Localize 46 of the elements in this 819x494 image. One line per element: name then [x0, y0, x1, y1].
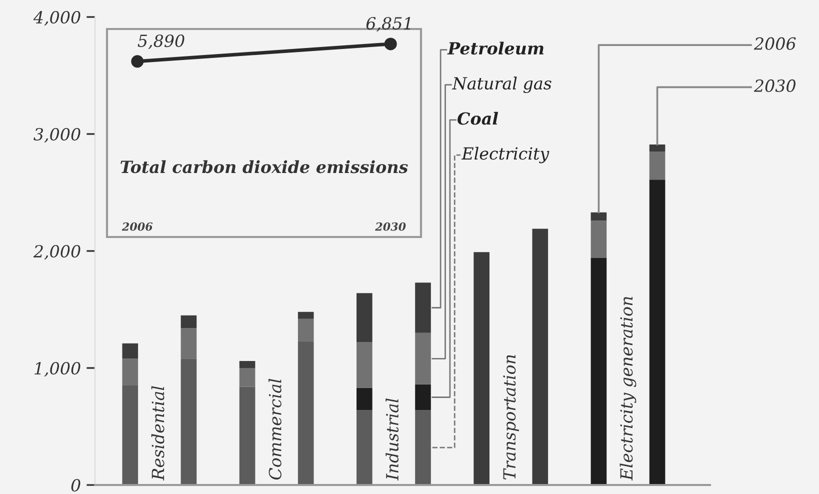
- text: Electricity: [461, 146, 550, 164]
- bar: [649, 144, 666, 152]
- annotation: Commercial: [268, 378, 282, 480]
- bar: [180, 315, 197, 328]
- annotation: Transportation: [503, 355, 519, 480]
- y-tick-label: 4,000: [33, 10, 80, 26]
- bar: [122, 386, 138, 485]
- text: 2006: [754, 37, 796, 50]
- annotation: Industrial: [386, 398, 399, 481]
- text: Coal: [458, 112, 498, 125]
- bar: [356, 293, 372, 342]
- bar: [649, 180, 666, 485]
- text: Natural gas: [452, 76, 552, 94]
- bar: [356, 410, 372, 485]
- bar: [415, 282, 431, 333]
- y-tick-label: 0: [71, 478, 80, 492]
- bar: [298, 341, 314, 485]
- bar: [415, 384, 431, 410]
- y-tick-label: 3,000: [34, 128, 80, 143]
- bar: [649, 152, 666, 180]
- bar: [122, 343, 138, 359]
- annotation: Residential: [151, 386, 164, 481]
- bar: [298, 318, 314, 342]
- bar: [356, 388, 372, 410]
- bar: [356, 342, 372, 388]
- data-label: 5,890: [138, 34, 184, 50]
- text: Petroleum: [447, 42, 544, 55]
- bar: [239, 386, 256, 485]
- y-tick-label: 2,000: [33, 244, 80, 260]
- bar: [298, 312, 314, 319]
- bar: [415, 410, 431, 485]
- bar: [590, 220, 607, 258]
- y-tick-label: 1,000: [34, 362, 80, 377]
- bar: [239, 368, 256, 387]
- bar: [180, 358, 197, 485]
- text: 2030: [754, 79, 796, 92]
- bar: [239, 360, 256, 368]
- bar: [180, 328, 197, 359]
- bar: [474, 252, 490, 485]
- text: Total carbon dioxide emissions: [120, 160, 408, 174]
- bar: [532, 228, 548, 485]
- bar: [590, 258, 607, 485]
- annotation: Electricity generation: [620, 296, 636, 481]
- bar: [122, 358, 138, 386]
- data-label: 6,851: [366, 17, 410, 32]
- bar: [590, 212, 607, 221]
